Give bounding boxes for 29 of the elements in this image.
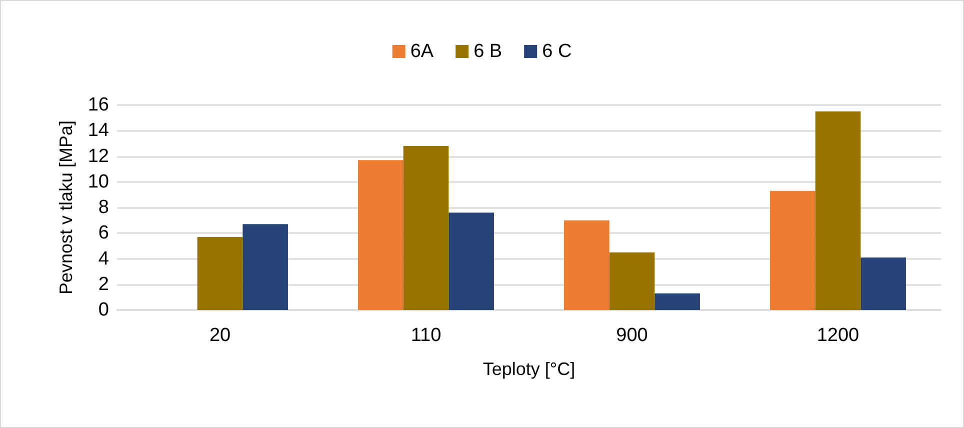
bar	[564, 220, 610, 310]
y-tick-label: 4	[98, 248, 110, 270]
y-axis-title: Pevnost v tlaku [MPa]	[56, 120, 76, 295]
x-tick-label: 110	[410, 325, 442, 346]
bar	[358, 160, 404, 310]
bar	[860, 257, 906, 310]
y-tick-label: 6	[98, 222, 109, 244]
bar	[654, 293, 700, 310]
legend-label: 6 B	[474, 41, 502, 62]
y-tick-label: 16	[88, 94, 109, 116]
bar	[770, 190, 816, 310]
x-axis-title: Teploty [°C]	[482, 359, 576, 379]
legend-label: 6A	[410, 41, 434, 62]
x-tick-label: 900	[616, 325, 648, 346]
x-tick-label: 1200	[816, 325, 860, 346]
x-tick-label: 20	[209, 325, 231, 346]
y-tick-label: 2	[98, 274, 109, 295]
bar	[197, 236, 243, 310]
y-tick-label: 12	[88, 146, 109, 167]
bar	[242, 224, 288, 310]
y-tick-label: 0	[98, 300, 109, 320]
bar	[815, 111, 861, 310]
y-tick-label: 8	[98, 197, 109, 218]
legend-label: 6 C	[542, 41, 572, 62]
y-tick-label: 14	[88, 120, 110, 142]
bar	[403, 146, 449, 310]
bar	[609, 252, 655, 310]
bar	[448, 212, 494, 310]
y-tick-label: 10	[88, 171, 109, 192]
